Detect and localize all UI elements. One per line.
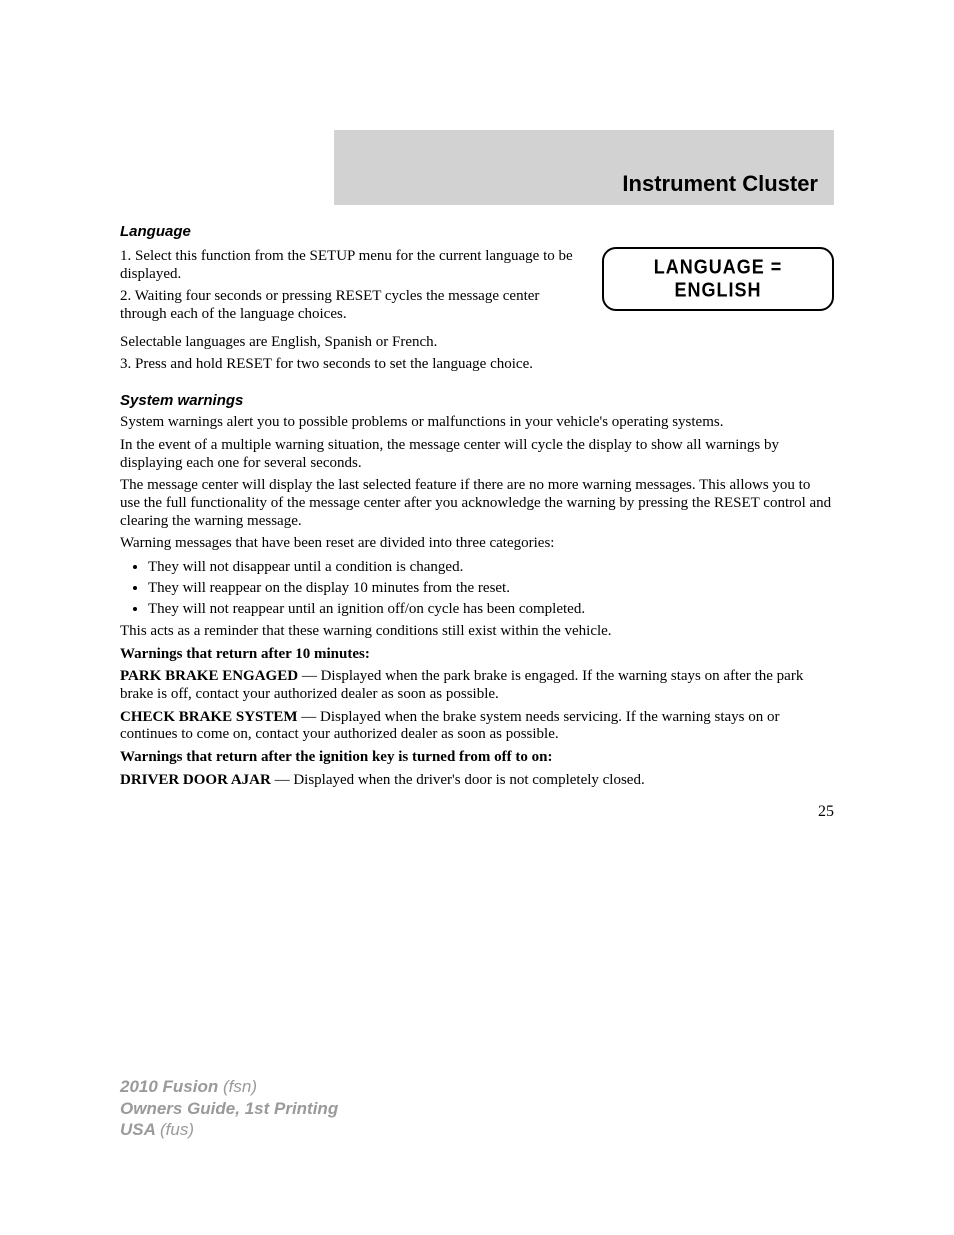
sw-bullet-1: They will not disappear until a conditio…: [148, 558, 834, 576]
page-number: 25: [120, 803, 834, 821]
sw-h-return10: Warnings that return after 10 minutes:: [120, 646, 834, 664]
sw-p3: The message center will display the last…: [120, 477, 834, 530]
sw-h-return-ign: Warnings that return after the ignition …: [120, 749, 834, 767]
footer-line-1: 2010 Fusion (fsn): [120, 1076, 338, 1097]
sw-bullet-2: They will reappear on the display 10 min…: [148, 579, 834, 597]
header-band: Instrument Cluster: [334, 130, 834, 205]
display-line-1: LANGUAGE =: [654, 256, 783, 280]
section-heading-system-warnings: System warnings: [120, 392, 834, 409]
sw-check-brake-label: CHECK BRAKE SYSTEM: [120, 709, 298, 725]
sw-p2: In the event of a multiple warning situa…: [120, 437, 834, 472]
footer-line-3b: (fus): [160, 1120, 194, 1139]
sw-p5: This acts as a reminder that these warni…: [120, 623, 834, 641]
sw-check-brake: CHECK BRAKE SYSTEM — Displayed when the …: [120, 709, 834, 744]
footer: 2010 Fusion (fsn) Owners Guide, 1st Prin…: [120, 1076, 338, 1140]
page: Instrument Cluster Language LANGUAGE = E…: [0, 0, 954, 1235]
display-line-2: ENGLISH: [674, 279, 761, 303]
language-p4: 3. Press and hold RESET for two seconds …: [120, 356, 834, 374]
sw-p4: Warning messages that have been reset ar…: [120, 535, 834, 553]
sw-driver-door-label: DRIVER DOOR AJAR: [120, 772, 271, 788]
language-block: LANGUAGE = ENGLISH 1. Select this functi…: [120, 243, 834, 329]
sw-bullets: They will not disappear until a conditio…: [120, 558, 834, 618]
display-box: LANGUAGE = ENGLISH: [602, 247, 834, 311]
display-box-wrap: LANGUAGE = ENGLISH: [602, 247, 834, 311]
section-heading-language: Language: [120, 223, 834, 240]
sw-bullet-3: They will not reappear until an ignition…: [148, 600, 834, 618]
sw-driver-door-text: — Displayed when the driver's door is no…: [271, 772, 645, 788]
sw-park-brake-label: PARK BRAKE ENGAGED: [120, 668, 298, 684]
language-p3: Selectable languages are English, Spanis…: [120, 334, 834, 352]
header-title: Instrument Cluster: [622, 171, 818, 197]
sw-driver-door: DRIVER DOOR AJAR — Displayed when the dr…: [120, 772, 834, 790]
footer-line-1b: (fsn): [223, 1077, 257, 1096]
sw-p1: System warnings alert you to possible pr…: [120, 414, 834, 432]
footer-line-1a: 2010 Fusion: [120, 1077, 223, 1096]
footer-line-3: USA (fus): [120, 1119, 338, 1140]
footer-line-2: Owners Guide, 1st Printing: [120, 1098, 338, 1119]
sw-park-brake: PARK BRAKE ENGAGED — Displayed when the …: [120, 668, 834, 703]
footer-line-3a: USA: [120, 1120, 160, 1139]
